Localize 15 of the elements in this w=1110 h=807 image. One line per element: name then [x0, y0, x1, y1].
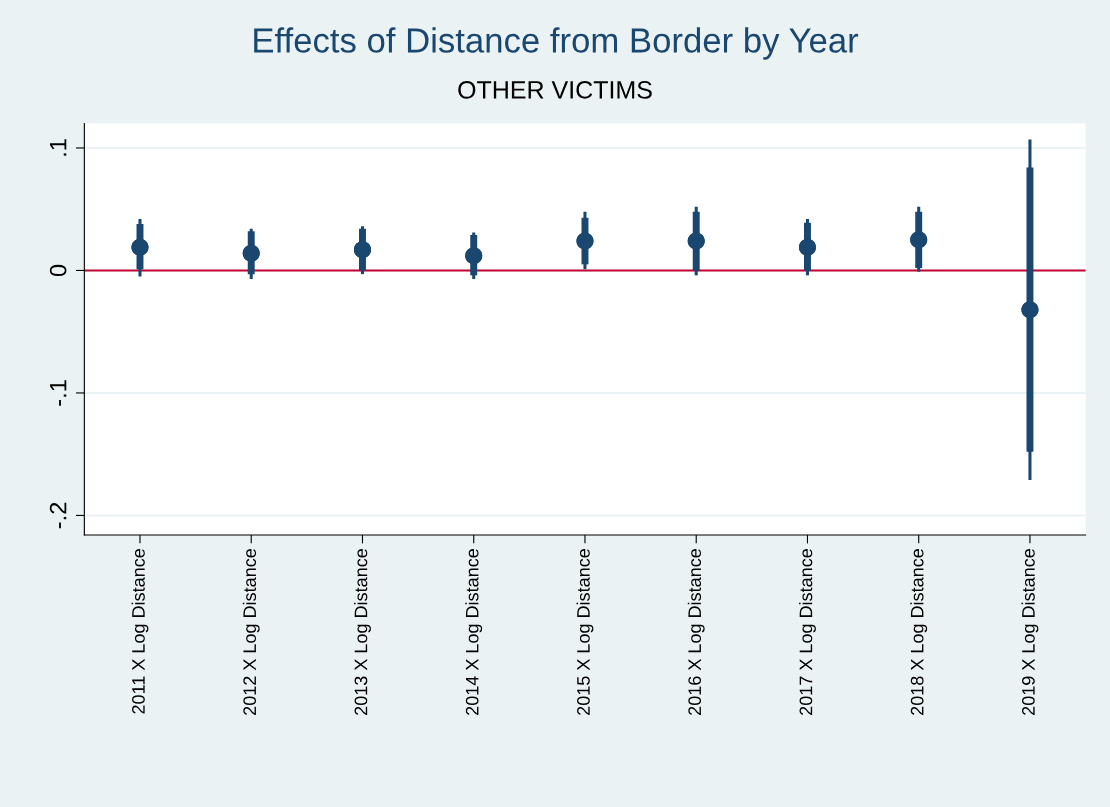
x-tick-label: 2018 X Log Distance — [910, 549, 928, 715]
x-tick-label: 2014 X Log Distance — [465, 549, 483, 715]
x-tick-label: 2017 X Log Distance — [799, 549, 816, 715]
x-tick-label: 2019 X Log Distance — [1021, 549, 1039, 715]
y-tick-label: -.2 — [49, 502, 67, 529]
x-tick-label: 2013 X Log Distance — [354, 549, 371, 715]
x-tick-label: 2015 X Log Distance — [576, 549, 594, 715]
x-tick-label: 2012 X Log Distance — [242, 549, 260, 715]
x-tick-label: 2011 X Log Distance — [131, 549, 149, 714]
y-tick-label: 0 — [49, 264, 67, 277]
x-tick-label: 2016 X Log Distance — [687, 549, 705, 715]
y-tick-label: -.1 — [50, 380, 67, 406]
chart-title: Effects of Distance from Border by Year — [254, 27, 859, 60]
y-tick-label: .1 — [50, 139, 67, 156]
chart-subtitle: OTHER VICTIMS — [458, 81, 652, 99]
